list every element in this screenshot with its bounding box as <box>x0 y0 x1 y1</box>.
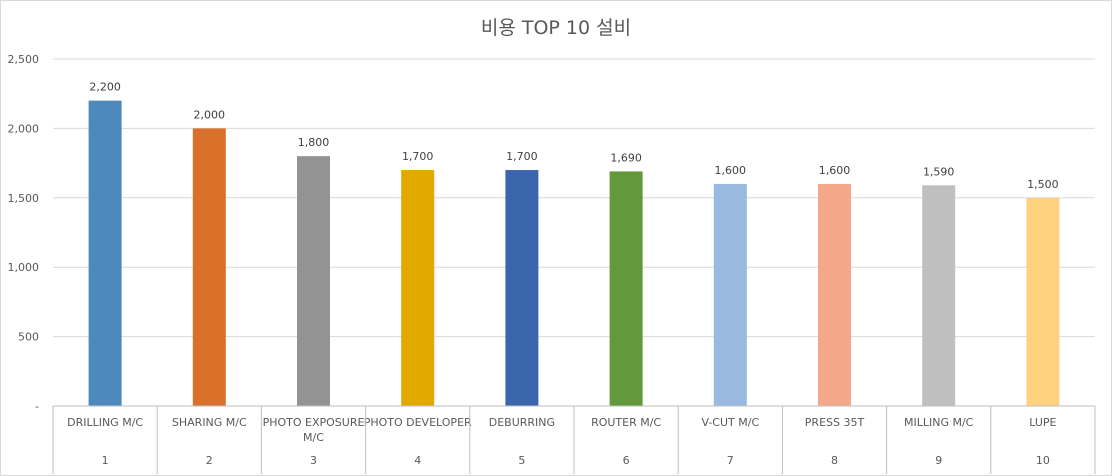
chart-title: 비용 TOP 10 설비 <box>481 17 631 39</box>
bar <box>401 170 435 406</box>
bar <box>505 170 539 406</box>
data-label: 1,800 <box>298 136 330 149</box>
y-tick-label: 1,500 <box>8 192 40 205</box>
x-rank-label: 3 <box>310 454 317 467</box>
data-label: 1,600 <box>715 164 747 177</box>
bar <box>922 185 956 406</box>
data-label: 1,700 <box>506 150 538 163</box>
x-rank-label: 10 <box>1036 454 1050 467</box>
x-rank-label: 9 <box>935 454 942 467</box>
x-category-label: PRESS 35T <box>805 416 865 429</box>
x-category-label: LUPE <box>1029 416 1056 429</box>
data-label: 1,690 <box>610 151 642 164</box>
bar <box>818 183 851 406</box>
bar <box>88 100 122 406</box>
x-category-label: SHARING M/C <box>172 416 247 429</box>
x-category-label: PHOTO EXPOSURE <box>263 416 365 429</box>
x-rank-label: 6 <box>623 454 630 467</box>
bar <box>192 128 226 406</box>
x-rank-label: 2 <box>206 454 213 467</box>
data-label: 2,200 <box>89 81 121 94</box>
x-rank-label: 4 <box>414 454 421 467</box>
y-tick-label: 500 <box>18 331 39 344</box>
x-rank-label: 7 <box>727 454 734 467</box>
data-label: 2,000 <box>194 108 226 121</box>
data-label: 1,500 <box>1027 178 1059 191</box>
bar <box>1026 197 1060 406</box>
x-category-label: MILLING M/C <box>904 416 974 429</box>
x-rank-label: 1 <box>102 454 109 467</box>
bar <box>297 156 330 406</box>
y-tick-label: - <box>35 400 39 413</box>
x-rank-label: 5 <box>518 454 525 467</box>
x-category-label: ROUTER M/C <box>591 416 661 429</box>
x-category-label: DEBURRING <box>489 416 555 429</box>
y-tick-label: 1,000 <box>8 261 40 274</box>
y-tick-label: 2,500 <box>8 53 40 66</box>
x-category-label: M/C <box>303 431 324 444</box>
x-category-label: V-CUT M/C <box>701 416 759 429</box>
bar <box>609 171 643 406</box>
x-rank-label: 8 <box>831 454 838 467</box>
bar <box>713 183 747 406</box>
data-label: 1,600 <box>819 164 851 177</box>
data-label: 1,700 <box>402 150 434 163</box>
x-category-label: DRILLING M/C <box>67 416 143 429</box>
y-tick-label: 2,000 <box>8 122 40 135</box>
data-label: 1,590 <box>923 165 955 178</box>
x-category-label: PHOTO DEVELOPER <box>364 416 472 429</box>
